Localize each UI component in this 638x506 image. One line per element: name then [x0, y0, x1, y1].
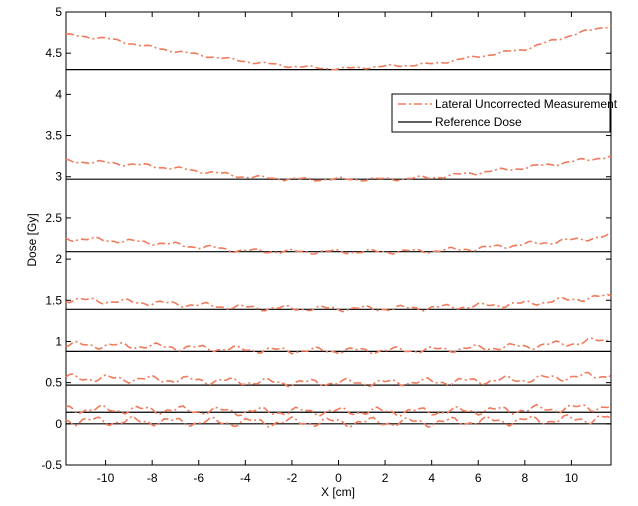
y-tick-label: 4: [55, 87, 62, 101]
y-tick-label: 1.5: [45, 293, 62, 307]
grid-and-frame: [65, 11, 612, 466]
x-axis-label: X [cm]: [321, 485, 355, 499]
x-tick-label: -8: [147, 471, 158, 485]
measurement-line-7: [65, 414, 612, 429]
y-tick-label: -0.5: [41, 458, 62, 472]
legend-box: [391, 93, 611, 133]
x-tick-label: -6: [193, 471, 204, 485]
plot-area: [65, 11, 612, 466]
legend: Lateral Uncorrected Measurement Referenc…: [391, 93, 618, 133]
measurement-line-0: [65, 24, 612, 71]
x-tick-label: -4: [240, 471, 251, 485]
x-tick-label: 0: [335, 471, 342, 485]
y-tick-label: 4.5: [45, 46, 62, 60]
legend-label-measurement: Lateral Uncorrected Measurement: [435, 97, 618, 111]
y-tick-label: 2.5: [45, 211, 62, 225]
measurement-line-6: [65, 403, 612, 418]
x-tick-label: 8: [521, 471, 528, 485]
y-tick-label: 2: [55, 252, 62, 266]
legend-label-reference: Reference Dose: [435, 115, 522, 129]
x-tick-label: 6: [475, 471, 482, 485]
x-tick-label: 2: [382, 471, 389, 485]
y-axis-ticks: -0.5 0 0.5 1 1.5 2 2.5 3 3.5 4 4.5 5: [41, 5, 611, 472]
y-tick-label: 0: [55, 417, 62, 431]
x-tick-label: 4: [428, 471, 435, 485]
x-tick-label: -10: [97, 471, 115, 485]
reference-dose-lines: [66, 69, 611, 425]
y-tick-label: 5: [55, 5, 62, 19]
measurement-line-3: [65, 293, 612, 313]
y-tick-label: 0.5: [45, 376, 62, 390]
y-axis-label: Dose [Gy]: [25, 213, 39, 266]
x-tick-label: -2: [287, 471, 298, 485]
x-tick-label: 10: [565, 471, 579, 485]
y-tick-label: 3: [55, 170, 62, 184]
x-axis-ticks: -10 -8 -6 -4 -2 0 2 4 6 8 10: [97, 12, 578, 485]
measurement-line-2: [65, 233, 612, 255]
y-tick-label: 3.5: [45, 129, 62, 143]
y-tick-label: 1: [55, 334, 62, 348]
measurement-profiles: [65, 24, 612, 429]
measurement-line-4: [65, 337, 612, 355]
